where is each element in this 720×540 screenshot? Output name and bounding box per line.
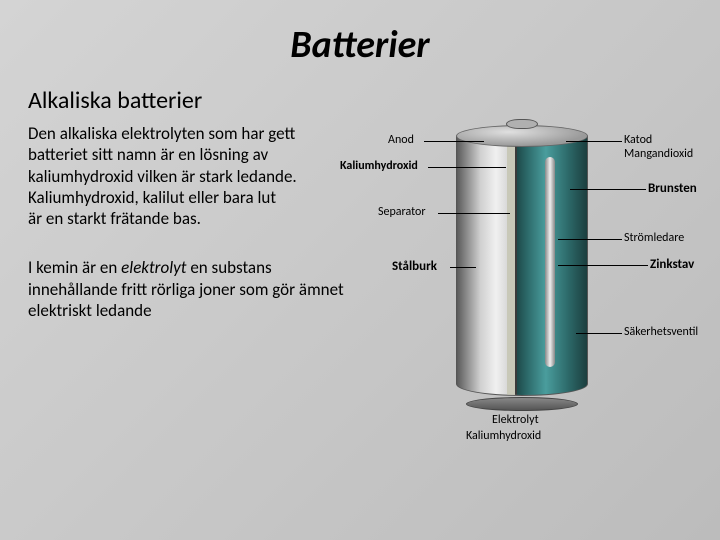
label-separator: Separator — [378, 205, 426, 219]
p2-pre: I kemin är en — [28, 257, 121, 278]
label-sakerhetsventil: Säkerhetsventil — [624, 325, 698, 339]
p1-line: Den alkaliska elektrolyten som har gett — [28, 123, 295, 144]
battery-base — [466, 397, 578, 411]
content-row: Den alkaliska elektrolyten som har gett … — [0, 115, 720, 443]
leader-zinkstav — [558, 265, 648, 266]
leader-stromledare — [558, 239, 622, 240]
battery-diagram: Anod Katod Mangandioxid Kaliumhydroxid B… — [358, 123, 698, 443]
label-kaliumhydroxid: Kaliumhydroxid — [340, 159, 418, 173]
label-stalburk: Stålburk — [392, 259, 437, 274]
p2-emphasis: elektrolyt — [121, 257, 186, 278]
label-elektrolyt: Elektrolyt — [492, 413, 539, 427]
leader-katod — [566, 141, 622, 142]
label-anod: Anod — [388, 133, 414, 147]
p1-line: är en starkt frätande bas. — [28, 208, 201, 229]
p1-line: batteriet sitt namn är en lösning av — [28, 144, 268, 165]
p1-line: Kaliumhydroxid, kalilut eller bara lut — [28, 187, 276, 208]
separator-layer — [507, 137, 515, 396]
paragraph-1: Den alkaliska elektrolyten som har gett … — [28, 123, 358, 229]
label-stromledare: Strömledare — [624, 231, 684, 245]
section-subtitle: Alkaliska batterier — [0, 68, 720, 115]
leader-saker — [576, 333, 622, 334]
leader-kalium — [428, 167, 506, 168]
label-mangandioxid: Mangandioxid — [624, 147, 693, 161]
leader-separator — [438, 213, 510, 214]
page-title: Batterier — [0, 0, 720, 68]
p1-line: kaliumhydroxid vilken är stark ledande. — [28, 166, 297, 187]
leader-brunsten — [570, 189, 646, 190]
inner-rod — [545, 157, 555, 367]
paragraph-2: I kemin är en elektrolyt en substans inn… — [28, 257, 358, 321]
leader-stalburk — [450, 267, 476, 268]
label-katod: Katod — [624, 133, 652, 147]
leader-anod — [424, 141, 484, 142]
text-column: Den alkaliska elektrolyten som har gett … — [28, 123, 358, 443]
label-brunsten: Brunsten — [648, 181, 697, 196]
label-kalium-bottom: Kaliumhydroxid — [466, 429, 541, 443]
battery-cap — [506, 119, 538, 129]
battery-body — [456, 136, 588, 396]
label-zinkstav: Zinkstav — [650, 257, 694, 272]
